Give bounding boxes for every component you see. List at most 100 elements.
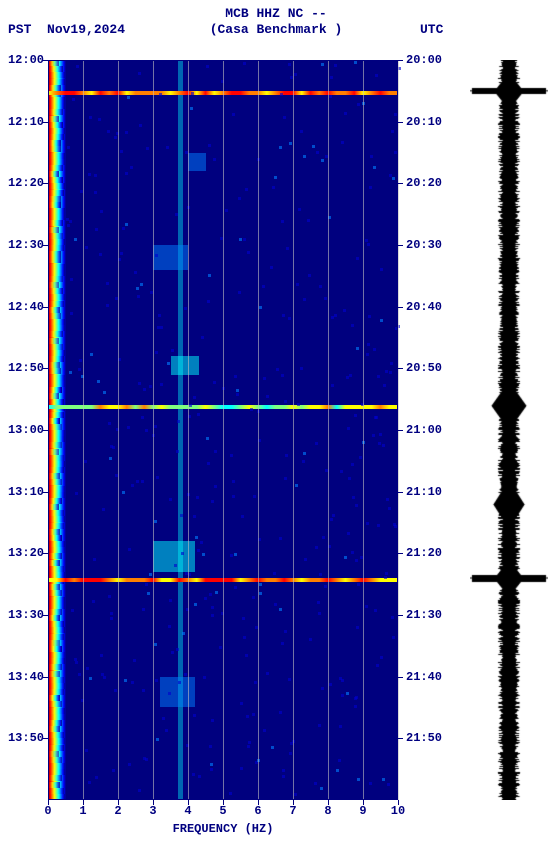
noise-speckle xyxy=(120,150,123,153)
noise-speckle xyxy=(281,374,284,377)
y-tick-right: 21:30 xyxy=(406,608,456,622)
noise-speckle xyxy=(88,173,91,176)
y-tick-right-mark xyxy=(398,677,403,678)
noise-speckle xyxy=(141,480,144,483)
noise-speckle xyxy=(303,452,306,455)
noise-speckle xyxy=(127,426,130,429)
y-tick-left: 13:50 xyxy=(0,731,44,745)
noise-speckle xyxy=(142,608,145,611)
noise-speckle xyxy=(247,251,250,254)
noise-speckle xyxy=(175,213,178,216)
grid-line xyxy=(223,60,224,800)
noise-speckle xyxy=(346,692,349,695)
noise-speckle xyxy=(324,297,327,300)
noise-speckle xyxy=(356,626,359,629)
noise-speckle xyxy=(241,515,244,518)
noise-speckle xyxy=(370,155,373,158)
noise-speckle xyxy=(242,617,245,620)
noise-speckle xyxy=(230,454,233,457)
left-timezone-label: PST Nov19,2024 xyxy=(8,22,125,37)
noise-speckle xyxy=(263,377,266,380)
x-tick-mark xyxy=(363,800,364,805)
noise-speckle xyxy=(296,283,299,286)
noise-speckle xyxy=(282,314,285,317)
noise-speckle xyxy=(78,368,81,371)
grid-line xyxy=(153,60,154,800)
noise-speckle xyxy=(322,536,325,539)
station-code: MCB HHZ NC -- xyxy=(0,6,552,21)
noise-speckle xyxy=(385,370,388,373)
spectrogram-patch xyxy=(171,356,199,375)
noise-speckle xyxy=(380,268,383,271)
noise-speckle xyxy=(334,314,337,317)
noise-speckle xyxy=(284,400,287,403)
y-tick-right: 20:50 xyxy=(406,361,456,375)
x-tick-label: 5 xyxy=(213,804,233,818)
noise-speckle xyxy=(288,63,291,66)
y-tick-left: 12:20 xyxy=(0,176,44,190)
noise-speckle xyxy=(312,145,315,148)
noise-speckle xyxy=(389,371,392,374)
noise-speckle xyxy=(368,315,371,318)
x-tick-mark xyxy=(328,800,329,805)
x-tick-mark xyxy=(83,800,84,805)
noise-speckle xyxy=(136,287,139,290)
y-tick-right: 20:30 xyxy=(406,238,456,252)
y-tick-left-mark xyxy=(43,492,48,493)
noise-speckle xyxy=(318,724,321,727)
noise-speckle xyxy=(180,514,183,517)
noise-speckle xyxy=(355,504,358,507)
noise-speckle xyxy=(162,717,165,720)
x-tick-label: 6 xyxy=(248,804,268,818)
noise-speckle xyxy=(284,630,287,633)
noise-speckle xyxy=(357,583,360,586)
y-tick-right: 21:50 xyxy=(406,731,456,745)
noise-speckle xyxy=(75,492,78,495)
spectrogram-patch xyxy=(153,245,188,270)
noise-speckle xyxy=(384,576,387,579)
y-tick-right: 21:40 xyxy=(406,670,456,684)
noise-speckle xyxy=(270,266,273,269)
noise-speckle xyxy=(195,536,198,539)
y-tick-right: 20:00 xyxy=(406,53,456,67)
noise-speckle xyxy=(108,422,111,425)
noise-speckle xyxy=(298,208,301,211)
noise-speckle xyxy=(106,304,109,307)
noise-speckle xyxy=(349,374,352,377)
x-tick-mark xyxy=(258,800,259,805)
noise-speckle xyxy=(84,460,87,463)
noise-speckle xyxy=(282,775,285,778)
noise-speckle xyxy=(219,646,222,649)
noise-speckle xyxy=(344,556,347,559)
noise-speckle xyxy=(207,462,210,465)
noise-speckle xyxy=(285,454,288,457)
noise-speckle xyxy=(236,393,239,396)
noise-speckle xyxy=(250,408,253,411)
y-tick-right-mark xyxy=(398,122,403,123)
y-tick-left-mark xyxy=(43,615,48,616)
noise-speckle xyxy=(125,131,128,134)
noise-speckle xyxy=(341,694,344,697)
noise-speckle xyxy=(387,783,390,786)
noise-speckle xyxy=(208,144,211,147)
noise-speckle xyxy=(259,583,262,586)
noise-speckle xyxy=(160,326,163,329)
noise-speckle xyxy=(197,549,200,552)
noise-speckle xyxy=(391,130,394,133)
noise-speckle xyxy=(273,572,276,575)
noise-speckle xyxy=(137,295,140,298)
y-tick-left: 13:30 xyxy=(0,608,44,622)
noise-speckle xyxy=(88,781,91,784)
y-tick-left: 13:00 xyxy=(0,423,44,437)
noise-speckle xyxy=(248,741,251,744)
noise-speckle xyxy=(149,573,152,576)
noise-speckle xyxy=(160,383,163,386)
y-tick-right-mark xyxy=(398,183,403,184)
noise-speckle xyxy=(74,238,77,241)
noise-speckle xyxy=(351,551,354,554)
noise-speckle xyxy=(379,433,382,436)
noise-speckle xyxy=(246,715,249,718)
noise-speckle xyxy=(266,672,269,675)
noise-speckle xyxy=(254,681,257,684)
noise-speckle xyxy=(280,93,283,96)
